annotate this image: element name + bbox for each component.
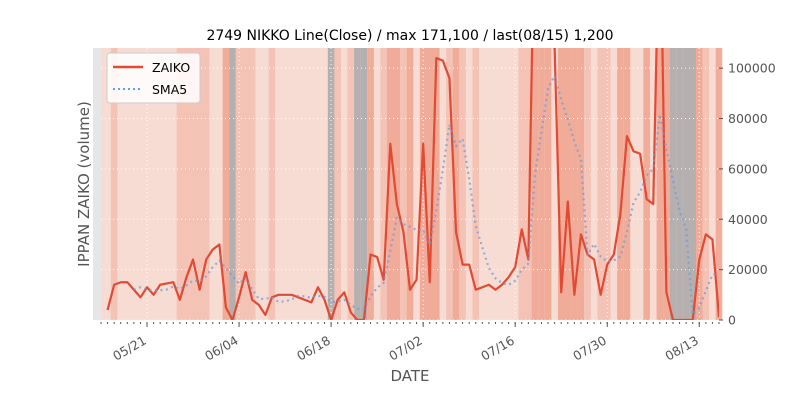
day-band [676, 48, 683, 320]
day-band [564, 48, 572, 320]
day-band [446, 48, 453, 320]
day-band [682, 48, 690, 320]
day-band [354, 48, 361, 320]
day-band [472, 48, 480, 320]
day-band [459, 48, 466, 320]
legend-label-sma5: SMA5 [152, 82, 187, 97]
day-band [557, 48, 565, 320]
day-band [189, 48, 197, 320]
day-band [176, 48, 184, 320]
legend-frame [106, 52, 201, 104]
day-band [571, 48, 578, 320]
x-tick-label: 06/04 [202, 333, 241, 364]
day-band [183, 48, 190, 320]
legend: ZAIKO SMA5 [106, 52, 201, 104]
day-band [242, 48, 249, 320]
chart-title: 2749 NIKKO Line(Close) / max 171,100 / l… [206, 28, 613, 44]
day-band [426, 48, 434, 320]
day-band [577, 48, 585, 320]
x-tick-label: 07/02 [386, 333, 425, 364]
day-band [380, 48, 387, 320]
day-band [584, 48, 591, 320]
y-tick-label: 20000 [728, 262, 768, 277]
day-band [669, 48, 677, 320]
x-tick-label: 05/21 [110, 333, 149, 364]
day-band [268, 48, 276, 320]
day-band [518, 48, 526, 320]
left-margin [93, 48, 101, 320]
series-line-zaiko [106, 48, 719, 320]
day-band [248, 48, 256, 320]
day-band [643, 48, 650, 320]
x-tick-label: 06/18 [294, 333, 333, 364]
day-band [229, 48, 236, 320]
day-band [202, 48, 210, 320]
day-band [110, 48, 118, 320]
y-tick-label: 100000 [728, 61, 776, 76]
x-tick-label: 07/30 [570, 333, 609, 364]
y-tick-label: 80000 [728, 111, 768, 126]
day-band [360, 48, 368, 320]
series-line-sma5 [133, 74, 719, 316]
series-layer [106, 48, 719, 320]
day-band [347, 48, 355, 320]
day-band [656, 48, 664, 320]
day-band [433, 48, 440, 320]
y-tick-label: 0 [728, 313, 736, 328]
day-band [222, 48, 230, 320]
day-band [702, 48, 710, 320]
day-band [597, 48, 604, 320]
day-band [617, 48, 624, 320]
y-axis-label: IPPAN ZAIKO (volume) [75, 101, 93, 267]
day-band [525, 48, 532, 320]
day-band [386, 48, 394, 320]
day-band [406, 48, 414, 320]
day-band [196, 48, 203, 320]
x-tick-label: 08/13 [662, 333, 701, 364]
day-band [334, 48, 341, 320]
legend-label-zaiko: ZAIKO [152, 60, 190, 75]
day-band [367, 48, 374, 320]
day-band [452, 48, 460, 320]
background-bands [93, 48, 723, 320]
day-band [544, 48, 552, 320]
grid-lines [101, 48, 719, 321]
x-tick-label: 07/16 [478, 333, 517, 364]
day-band [400, 48, 407, 320]
day-band [689, 48, 696, 320]
day-band [623, 48, 631, 320]
day-band [531, 48, 539, 320]
day-band [538, 48, 545, 320]
day-band [393, 48, 401, 320]
day-band [715, 48, 723, 320]
x-axis-label: DATE [390, 367, 429, 385]
y-tick-label: 40000 [728, 212, 768, 227]
y-tick-label: 60000 [728, 161, 768, 176]
day-band [663, 48, 670, 320]
